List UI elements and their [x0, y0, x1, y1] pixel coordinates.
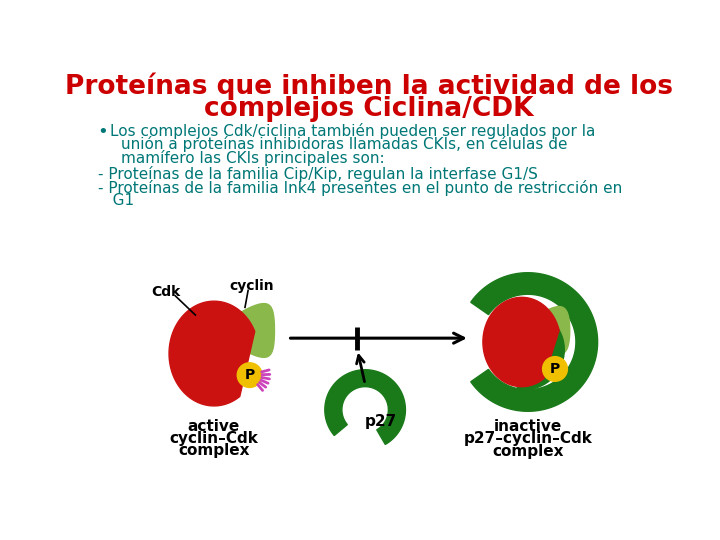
Text: G1: G1 — [98, 193, 134, 208]
Polygon shape — [225, 303, 274, 357]
Polygon shape — [498, 309, 564, 390]
Text: cyclin–Cdk: cyclin–Cdk — [170, 430, 258, 445]
Text: - Proteínas de la familia Cip/Kip, regulan la interfase G1/S: - Proteínas de la familia Cip/Kip, regul… — [98, 166, 538, 183]
Polygon shape — [325, 370, 405, 444]
Circle shape — [238, 363, 262, 387]
Text: - Proteínas de la familia Ink4 presentes en el punto de restricción en: - Proteínas de la familia Ink4 presentes… — [98, 180, 622, 197]
Text: complex: complex — [179, 443, 250, 458]
Text: cyclin: cyclin — [229, 279, 274, 293]
Text: Proteínas que inhiben la actividad de los: Proteínas que inhiben la actividad de lo… — [65, 72, 673, 100]
Text: inactive: inactive — [494, 419, 562, 434]
Text: Los complejos Cdk/ciclina también pueden ser regulados por la: Los complejos Cdk/ciclina también pueden… — [110, 123, 595, 139]
Text: Cdk: Cdk — [151, 285, 181, 299]
Text: P: P — [245, 368, 255, 382]
Text: unión a proteínas inhibidoras llamadas CKIs, en células de: unión a proteínas inhibidoras llamadas C… — [121, 137, 567, 152]
Text: mamífero las CKIs principales son:: mamífero las CKIs principales son: — [121, 150, 384, 165]
Polygon shape — [483, 298, 559, 387]
Text: •: • — [98, 123, 109, 141]
Polygon shape — [526, 307, 570, 354]
Text: complex: complex — [492, 444, 564, 458]
Polygon shape — [471, 273, 598, 411]
Text: complejos Ciclina/CDK: complejos Ciclina/CDK — [204, 96, 534, 122]
Text: active: active — [188, 419, 240, 434]
Circle shape — [543, 356, 567, 381]
Polygon shape — [169, 301, 255, 406]
Text: p27–cyclin–Cdk: p27–cyclin–Cdk — [464, 431, 593, 447]
Text: P: P — [550, 362, 560, 376]
Text: p27: p27 — [364, 414, 397, 429]
